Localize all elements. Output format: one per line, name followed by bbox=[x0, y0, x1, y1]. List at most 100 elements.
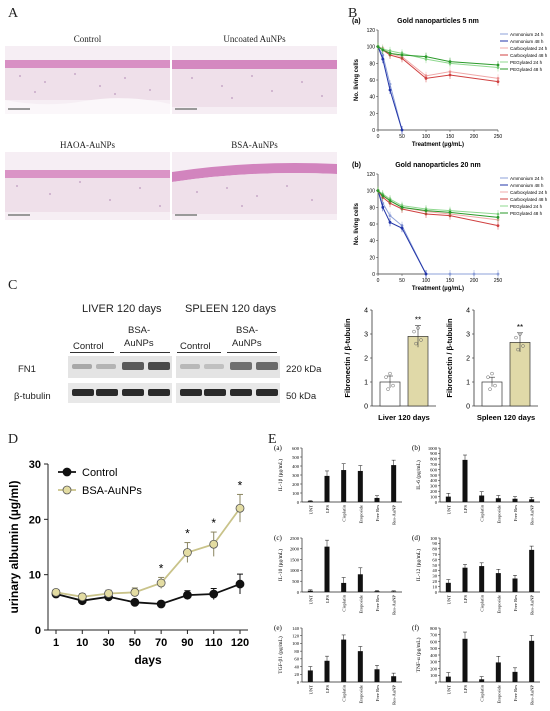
data-dot bbox=[490, 371, 494, 376]
series-line-2 bbox=[377, 46, 403, 131]
x-tick-label: Free Res bbox=[375, 595, 380, 611]
y-tick-label: 20 bbox=[369, 111, 375, 117]
data-point bbox=[388, 220, 392, 224]
data-point bbox=[448, 272, 452, 276]
y-tick-label: 100 bbox=[430, 673, 438, 678]
data-point bbox=[448, 60, 452, 64]
chart-spleen-fibronectin: 0 1 2 3 4 ** Spleen 120 days Fibronectin / β-tu… bbox=[445, 308, 538, 422]
significance-mark: * bbox=[211, 516, 216, 530]
y-tick-label: 200 bbox=[430, 666, 438, 671]
y-tick-label: 800 bbox=[430, 457, 438, 462]
chart-gold-20nm: (b) Gold nanoparticles 20 nm 0 20 40 60 80 100 1… bbox=[352, 162, 548, 292]
y-tick-label: 40 bbox=[369, 95, 375, 101]
spleen-blot-title: SPLEEN 120 days bbox=[185, 303, 277, 315]
y-tick-label: 400 bbox=[292, 464, 300, 469]
y-tick-label: 100 bbox=[367, 45, 376, 51]
y-tick-label: 40 bbox=[369, 239, 375, 245]
x-axis-label: days bbox=[134, 653, 162, 667]
data-point bbox=[388, 51, 392, 55]
bar bbox=[529, 640, 535, 682]
x-tick-label: Res-AuNP bbox=[530, 685, 535, 705]
liver-blot-title: LIVER 120 days bbox=[82, 303, 162, 315]
x-tick-label: Cisplatin bbox=[480, 594, 485, 611]
x-tick-label: Cisplatin bbox=[480, 684, 485, 701]
x-tick-label: 150 bbox=[446, 134, 455, 140]
y-axis-label: IL-12 (pg/mL) bbox=[415, 549, 422, 581]
y-tick-label: 60 bbox=[432, 557, 437, 562]
bar bbox=[445, 582, 451, 592]
y-tick-label: 500 bbox=[430, 646, 438, 651]
legend-entry: Ammonium 48 h bbox=[510, 183, 544, 188]
data-point bbox=[496, 63, 500, 67]
x-tick-label: 70 bbox=[155, 637, 167, 649]
legend-entry: Control bbox=[82, 467, 117, 479]
x-tick-label: UNT bbox=[308, 685, 313, 695]
y-axis-label: TNF-α (pg/mL) bbox=[415, 637, 422, 672]
y-tick-label: 30 bbox=[432, 574, 437, 579]
data-dot bbox=[516, 347, 520, 352]
y-tick-label: 100 bbox=[292, 491, 300, 496]
series-line-bsa-aunps bbox=[55, 507, 241, 598]
data-point bbox=[376, 189, 380, 193]
y-tick-label: 120 bbox=[367, 172, 376, 178]
y-axis-label: Fibronectin / β-tubulin bbox=[445, 318, 454, 398]
y-tick-label: 4 bbox=[466, 308, 470, 315]
x-tick-label: 120 bbox=[231, 637, 249, 649]
x-tick-label: 150 bbox=[446, 278, 455, 284]
data-dot bbox=[521, 344, 525, 348]
y-tick-label: 0 bbox=[364, 404, 368, 411]
data-point bbox=[496, 215, 500, 219]
series-line-6 bbox=[377, 190, 499, 218]
y-axis-label: IL-1β (pg/mL) bbox=[277, 459, 284, 491]
x-tick-label: 50 bbox=[129, 637, 141, 649]
chart-tag: (e) bbox=[274, 624, 282, 632]
x-tick-label: 250 bbox=[494, 134, 503, 140]
y-tick-label: 600 bbox=[430, 639, 438, 644]
x-tick-label: 100 bbox=[422, 134, 431, 140]
data-point bbox=[381, 48, 385, 52]
legend-entry: PEGylated 24 h bbox=[510, 60, 543, 65]
tissue-image-uncoated bbox=[172, 46, 337, 114]
bar bbox=[324, 475, 330, 502]
x-tick-label: 1 bbox=[53, 637, 59, 649]
y-tick-label: 200 bbox=[430, 489, 438, 494]
y-tick-label: 400 bbox=[430, 653, 438, 658]
y-tick-label: 0 bbox=[435, 590, 438, 595]
x-tick-label: 110 bbox=[205, 637, 223, 649]
x-tick-label: Free Res bbox=[375, 685, 380, 701]
y-tick-label: 40 bbox=[294, 664, 299, 669]
y-tick-label: 0 bbox=[435, 500, 438, 505]
data-dot bbox=[488, 387, 492, 391]
panel-e-label: E bbox=[268, 432, 277, 447]
x-tick-label: Cisplatin bbox=[342, 504, 347, 521]
x-tick-label: Res-AuNP bbox=[392, 685, 397, 705]
significance-mark: * bbox=[159, 561, 164, 575]
y-tick-label: 80 bbox=[294, 649, 299, 654]
y-tick-label: 20 bbox=[29, 514, 41, 526]
y-tick-label: 100 bbox=[367, 189, 376, 195]
y-tick-label: 500 bbox=[292, 579, 300, 584]
y-tick-label: 2 bbox=[364, 356, 368, 363]
kda-220-label: 220 kDa bbox=[286, 364, 322, 375]
x-tick-label: Etoposide bbox=[496, 685, 501, 703]
panel-d-label: D bbox=[8, 432, 19, 447]
y-tick-label: 70 bbox=[432, 552, 437, 557]
x-tick-label: 50 bbox=[399, 134, 405, 140]
bar bbox=[391, 465, 397, 502]
y-tick-label: 40 bbox=[432, 568, 437, 573]
legend-entry: BSA-AuNPs bbox=[82, 485, 142, 497]
data-point bbox=[381, 194, 385, 198]
series-line-6 bbox=[377, 46, 499, 66]
x-tick-label: LPS bbox=[325, 685, 330, 693]
x-tick-label: 0 bbox=[377, 134, 380, 140]
x-tick-label: UNT bbox=[446, 685, 451, 695]
bar bbox=[324, 546, 330, 592]
x-axis-label: Treatment (µg/mL) bbox=[412, 142, 464, 148]
data-point bbox=[235, 503, 245, 513]
y-axis-label: TGF-β1 (pg/mL) bbox=[277, 636, 284, 674]
tissue-caption-haoa: HAOA-AuNPs bbox=[59, 140, 115, 150]
significance-mark: ** bbox=[517, 323, 523, 332]
data-dot bbox=[386, 387, 390, 391]
chart-gold-5nm: (a) Gold nanoparticles 5 nm 0 20 40 60 80 100 12… bbox=[352, 18, 548, 148]
